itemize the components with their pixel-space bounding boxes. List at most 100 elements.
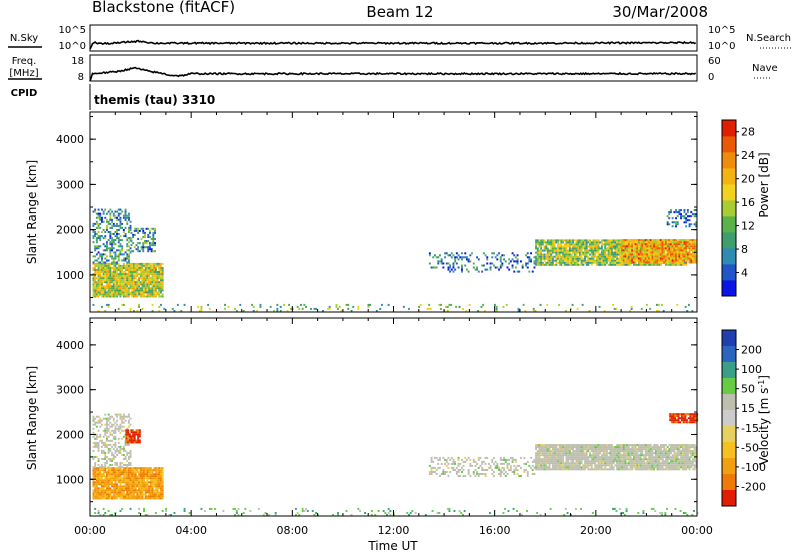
data-cell [594,462,597,465]
data-cell [600,259,603,262]
data-cell [597,263,600,266]
data-cell [675,217,677,220]
data-cell [151,479,154,482]
data-cell [104,471,107,474]
data-cell [151,275,154,278]
data-cell [606,456,608,459]
data-cell [506,466,509,469]
data-cell [112,283,115,286]
data-cell [131,281,134,284]
data-cell [540,255,543,258]
data-cell [567,261,570,264]
data-cell [121,269,124,271]
data-cell [668,217,671,220]
data-cell [148,291,151,294]
data-cell [538,466,541,469]
data-cell [626,239,629,242]
data-cell [602,458,605,461]
data-cell [138,305,140,308]
data-cell [560,245,563,248]
data-cell [112,456,115,458]
data-cell [562,251,564,254]
data-cell [565,444,568,447]
data-cell [633,251,635,254]
data-cell [133,489,135,492]
data-cell [119,425,122,428]
data-cell [152,244,155,247]
data-cell [597,466,600,469]
data-cell [122,277,125,280]
data-cell [114,421,117,424]
data-cell [104,512,107,514]
data-cell [532,310,535,312]
data-cell [126,475,129,478]
data-cell [550,444,553,447]
data-cell [107,497,110,500]
data-cell [160,289,162,292]
data-cell [572,257,575,260]
data-cell [156,283,159,286]
data-cell [678,261,681,264]
data-cell [686,259,689,262]
data-cell [648,247,650,250]
data-cell [112,214,115,217]
data-cell [651,257,654,260]
data-cell [535,466,537,469]
data-cell [582,468,585,471]
data-cell [673,255,676,258]
data-cell [538,446,541,449]
data-cell [117,413,120,416]
data-cell [570,454,573,457]
data-cell [107,273,110,276]
data-cell [530,260,532,263]
data-cell [558,452,561,455]
data-cell [149,279,152,282]
data-cell [146,275,149,278]
data-cell [622,253,625,256]
data-cell [117,479,120,482]
data-cell [102,249,105,252]
data-cell [102,264,105,267]
data-cell [141,491,144,494]
data-cell [679,510,682,512]
data-cell [121,226,124,229]
data-cell [151,485,154,488]
data-cell [575,448,578,451]
data-cell [117,245,120,248]
data-cell [540,241,543,244]
data-cell [133,281,135,284]
data-cell [624,247,627,250]
data-cell [161,471,164,474]
data-cell [535,448,537,451]
data-cell [99,483,102,486]
data-cell [350,310,353,312]
data-cell [134,287,137,290]
data-cell [156,471,159,474]
data-cell [160,287,162,290]
data-cell [606,454,608,457]
data-cell [665,241,667,244]
data-cell [119,415,122,418]
data-cell [379,307,382,310]
data-cell [147,240,150,243]
data-cell [146,471,149,474]
data-cell [158,293,161,296]
data-cell [128,479,130,482]
data-cell [627,255,630,258]
data-cell [408,307,410,310]
data-cell [154,275,157,278]
data-cell [133,246,136,249]
data-cell [111,485,113,488]
data-cell [496,464,499,467]
data-cell [538,257,541,260]
data-cell [111,233,113,235]
data-cell [611,245,613,248]
data-cell [111,237,113,240]
data-cell [347,303,350,306]
data-cell [594,444,597,447]
data-cell [144,277,147,280]
data-cell [386,514,388,516]
data-cell [665,257,667,260]
data-cell [683,255,686,258]
data-cell [546,454,549,457]
